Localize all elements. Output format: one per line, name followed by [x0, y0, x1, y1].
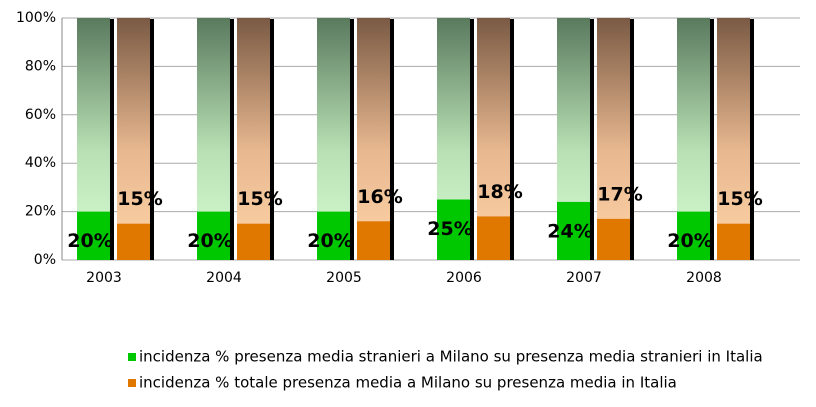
bar	[237, 223, 270, 260]
bar-shadow	[470, 19, 474, 260]
bar	[77, 211, 110, 260]
bar	[477, 216, 510, 260]
value-label: 20%	[67, 230, 112, 252]
x-tick-label: 2003	[86, 270, 122, 286]
bar	[557, 201, 590, 260]
value-label: 15%	[117, 188, 162, 210]
y-tick-label: 80%	[25, 58, 56, 74]
legend-label: incidenza % presenza media stranieri a M…	[139, 348, 763, 366]
value-label: 24%	[547, 220, 592, 242]
x-tick-label: 2006	[446, 270, 482, 286]
bar	[197, 211, 230, 260]
x-tick-label: 2008	[686, 270, 722, 286]
bar	[117, 223, 150, 260]
bar	[317, 211, 350, 260]
legend-swatch	[128, 353, 136, 361]
bar	[717, 223, 750, 260]
x-tick-label: 2005	[326, 270, 362, 286]
value-label: 15%	[717, 188, 762, 210]
value-label: 18%	[477, 181, 522, 203]
bar-shadow	[390, 19, 394, 260]
bar-background	[357, 18, 390, 260]
bar	[597, 218, 630, 260]
bar-shadow	[230, 19, 234, 260]
value-label: 25%	[427, 218, 472, 240]
legend-label: incidenza % totale presenza media a Mila…	[139, 374, 677, 392]
value-label: 16%	[357, 186, 402, 208]
x-tick-label: 2004	[206, 270, 242, 286]
bar-shadow	[150, 19, 154, 260]
bar-background	[117, 18, 150, 260]
bar-background	[237, 18, 270, 260]
bar-shadow	[750, 19, 754, 260]
x-tick-label: 2007	[566, 270, 602, 286]
y-tick-label: 0%	[34, 252, 56, 268]
bar-shadow	[710, 19, 714, 260]
bar	[357, 221, 390, 260]
value-label: 15%	[237, 188, 282, 210]
bar	[437, 199, 470, 260]
bar-shadow	[630, 19, 634, 260]
bar-background	[717, 18, 750, 260]
legend-swatch	[128, 379, 136, 387]
y-tick-label: 40%	[25, 155, 56, 171]
y-tick-label: 20%	[25, 204, 56, 220]
value-label: 20%	[667, 230, 712, 252]
bar	[677, 211, 710, 260]
value-label: 17%	[597, 183, 642, 205]
y-tick-label: 60%	[25, 107, 56, 123]
bar-shadow	[350, 19, 354, 260]
bar-shadow	[510, 19, 514, 260]
bar-shadow	[590, 19, 594, 260]
value-label: 20%	[187, 230, 232, 252]
y-tick-label: 100%	[16, 10, 56, 26]
bar-shadow	[110, 19, 114, 260]
bar-shadow	[270, 19, 274, 260]
value-label: 20%	[307, 230, 352, 252]
